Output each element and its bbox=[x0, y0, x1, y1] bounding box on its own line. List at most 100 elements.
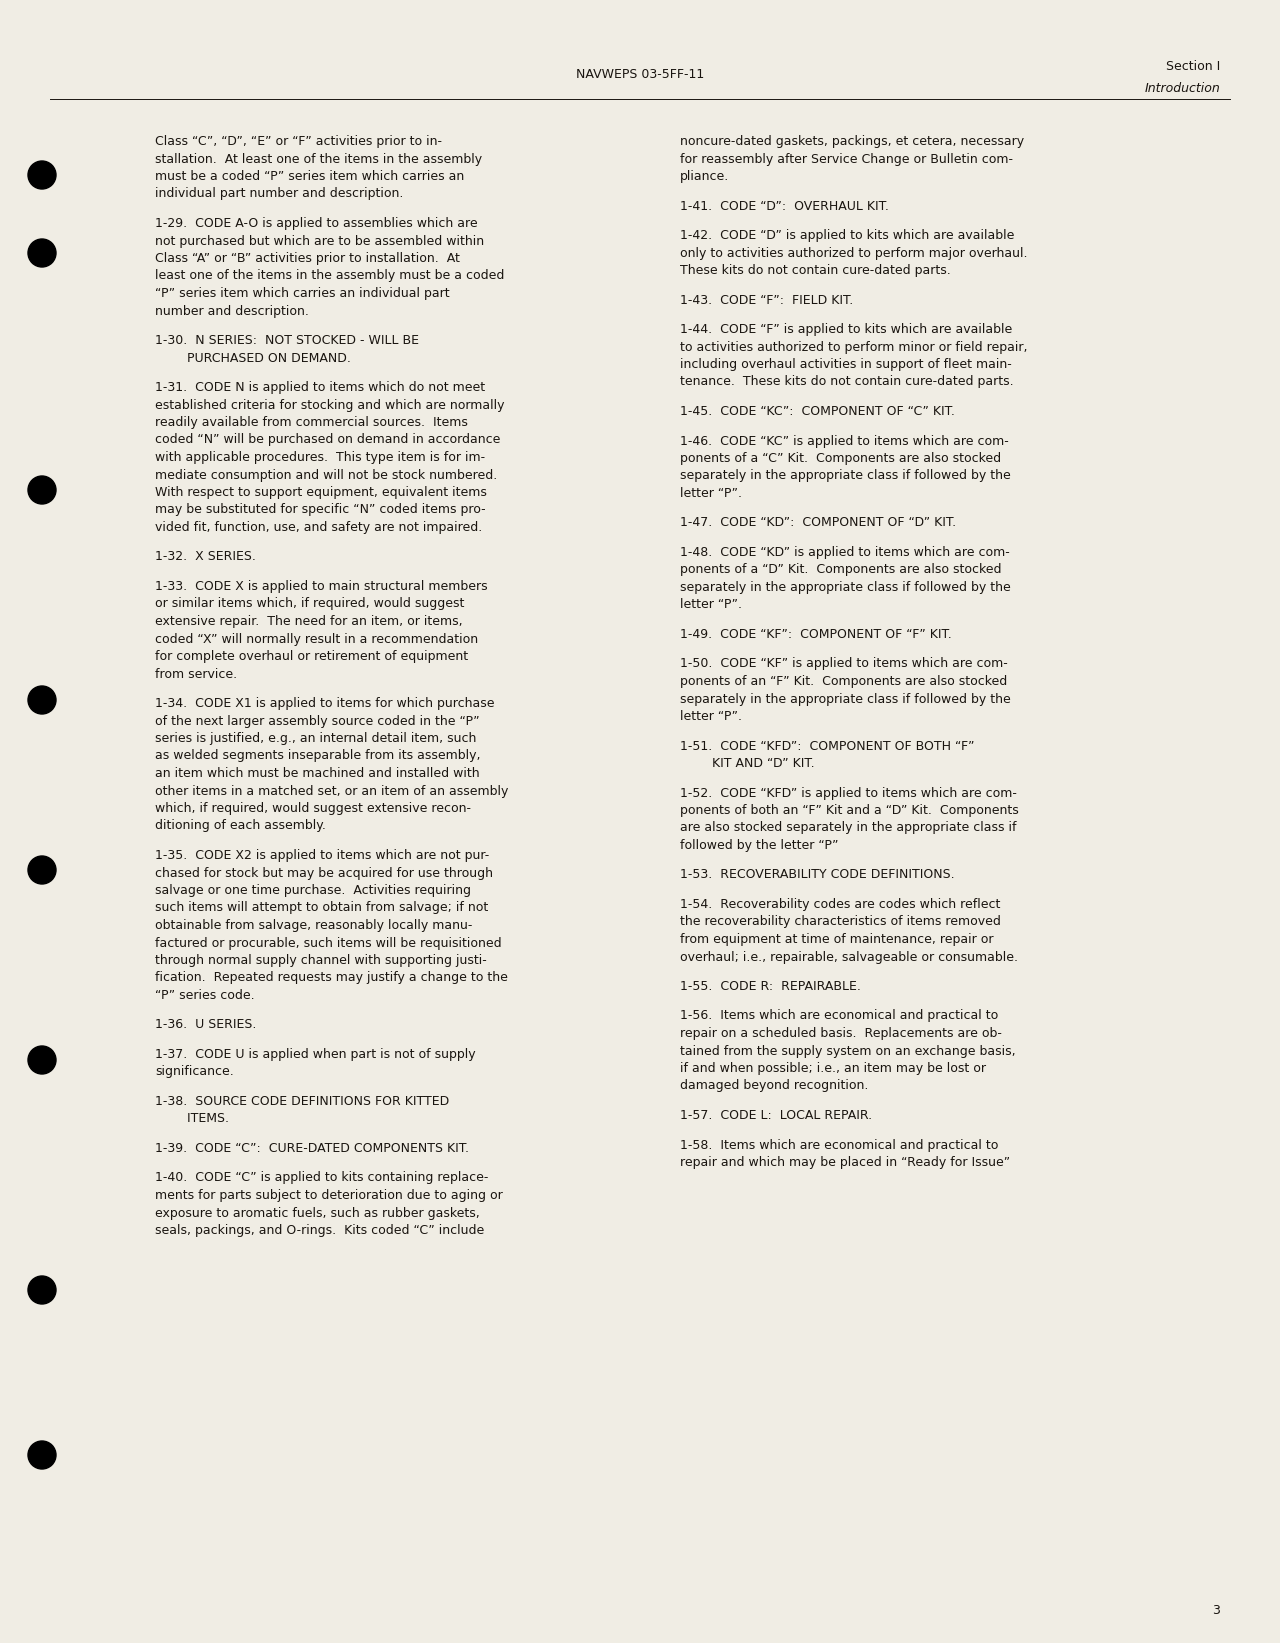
Text: which, if required, would suggest extensive recon-: which, if required, would suggest extens… bbox=[155, 802, 471, 815]
Text: such items will attempt to obtain from salvage; if not: such items will attempt to obtain from s… bbox=[155, 902, 488, 915]
Text: least one of the items in the assembly must be a coded: least one of the items in the assembly m… bbox=[155, 269, 504, 283]
Text: from equipment at time of maintenance, repair or: from equipment at time of maintenance, r… bbox=[680, 933, 993, 946]
Text: 1-47.  CODE “KD”:  COMPONENT OF “D” KIT.: 1-47. CODE “KD”: COMPONENT OF “D” KIT. bbox=[680, 516, 956, 529]
Text: separately in the appropriate class if followed by the: separately in the appropriate class if f… bbox=[680, 470, 1011, 483]
Text: 1-40.  CODE “C” is applied to kits containing replace-: 1-40. CODE “C” is applied to kits contai… bbox=[155, 1171, 489, 1185]
Text: with applicable procedures.  This type item is for im-: with applicable procedures. This type it… bbox=[155, 450, 485, 463]
Text: as welded segments inseparable from its assembly,: as welded segments inseparable from its … bbox=[155, 749, 480, 762]
Text: chased for stock but may be acquired for use through: chased for stock but may be acquired for… bbox=[155, 866, 493, 879]
Text: pliance.: pliance. bbox=[680, 169, 730, 182]
Text: 1-31.  CODE N is applied to items which do not meet: 1-31. CODE N is applied to items which d… bbox=[155, 381, 485, 394]
Circle shape bbox=[28, 476, 56, 504]
Text: ditioning of each assembly.: ditioning of each assembly. bbox=[155, 820, 326, 833]
Text: vided fit, function, use, and safety are not impaired.: vided fit, function, use, and safety are… bbox=[155, 521, 483, 534]
Text: repair on a scheduled basis.  Replacements are ob-: repair on a scheduled basis. Replacement… bbox=[680, 1027, 1002, 1040]
Text: established criteria for stocking and which are normally: established criteria for stocking and wh… bbox=[155, 399, 504, 411]
Text: from service.: from service. bbox=[155, 667, 237, 680]
Text: significance.: significance. bbox=[155, 1066, 234, 1078]
Text: 1-53.  RECOVERABILITY CODE DEFINITIONS.: 1-53. RECOVERABILITY CODE DEFINITIONS. bbox=[680, 869, 955, 882]
Circle shape bbox=[28, 1047, 56, 1075]
Text: followed by the letter “P”: followed by the letter “P” bbox=[680, 840, 838, 853]
Text: PURCHASED ON DEMAND.: PURCHASED ON DEMAND. bbox=[155, 352, 351, 365]
Text: to activities authorized to perform minor or field repair,: to activities authorized to perform mino… bbox=[680, 340, 1028, 353]
Circle shape bbox=[28, 1441, 56, 1469]
Text: through normal supply channel with supporting justi-: through normal supply channel with suppo… bbox=[155, 955, 486, 968]
Text: ponents of a “D” Kit.  Components are also stocked: ponents of a “D” Kit. Components are als… bbox=[680, 564, 1001, 577]
Text: 1-58.  Items which are economical and practical to: 1-58. Items which are economical and pra… bbox=[680, 1139, 998, 1152]
Text: seals, packings, and O-rings.  Kits coded “C” include: seals, packings, and O-rings. Kits coded… bbox=[155, 1224, 484, 1237]
Text: NAVWEPS 03-5FF-11: NAVWEPS 03-5FF-11 bbox=[576, 69, 704, 82]
Text: 3: 3 bbox=[1212, 1604, 1220, 1617]
Text: ITEMS.: ITEMS. bbox=[155, 1112, 229, 1125]
Text: individual part number and description.: individual part number and description. bbox=[155, 187, 403, 200]
Text: 1-33.  CODE X is applied to main structural members: 1-33. CODE X is applied to main structur… bbox=[155, 580, 488, 593]
Text: coded “N” will be purchased on demand in accordance: coded “N” will be purchased on demand in… bbox=[155, 434, 500, 447]
Text: ments for parts subject to deterioration due to aging or: ments for parts subject to deterioration… bbox=[155, 1190, 503, 1203]
Text: 1-46.  CODE “KC” is applied to items which are com-: 1-46. CODE “KC” is applied to items whic… bbox=[680, 434, 1009, 447]
Text: factured or procurable, such items will be requisitioned: factured or procurable, such items will … bbox=[155, 937, 502, 950]
Text: mediate consumption and will not be stock numbered.: mediate consumption and will not be stoc… bbox=[155, 468, 497, 481]
Text: tenance.  These kits do not contain cure-dated parts.: tenance. These kits do not contain cure-… bbox=[680, 376, 1014, 388]
Text: must be a coded “P” series item which carries an: must be a coded “P” series item which ca… bbox=[155, 169, 465, 182]
Text: ponents of a “C” Kit.  Components are also stocked: ponents of a “C” Kit. Components are als… bbox=[680, 452, 1001, 465]
Text: Introduction: Introduction bbox=[1144, 82, 1220, 95]
Text: coded “X” will normally result in a recommendation: coded “X” will normally result in a reco… bbox=[155, 633, 479, 646]
Text: 1-35.  CODE X2 is applied to items which are not pur-: 1-35. CODE X2 is applied to items which … bbox=[155, 849, 489, 863]
Text: separately in the appropriate class if followed by the: separately in the appropriate class if f… bbox=[680, 692, 1011, 705]
Circle shape bbox=[28, 1277, 56, 1305]
Text: With respect to support equipment, equivalent items: With respect to support equipment, equiv… bbox=[155, 486, 486, 499]
Text: ponents of both an “F” Kit and a “D” Kit.  Components: ponents of both an “F” Kit and a “D” Kit… bbox=[680, 803, 1019, 817]
Circle shape bbox=[28, 687, 56, 715]
Text: number and description.: number and description. bbox=[155, 304, 308, 317]
Circle shape bbox=[28, 238, 56, 268]
Text: of the next larger assembly source coded in the “P”: of the next larger assembly source coded… bbox=[155, 715, 480, 728]
Text: 1-52.  CODE “KFD” is applied to items which are com-: 1-52. CODE “KFD” is applied to items whi… bbox=[680, 787, 1016, 800]
Text: overhaul; i.e., repairable, salvageable or consumable.: overhaul; i.e., repairable, salvageable … bbox=[680, 951, 1018, 963]
Text: the recoverability characteristics of items removed: the recoverability characteristics of it… bbox=[680, 915, 1001, 928]
Text: 1-37.  CODE U is applied when part is not of supply: 1-37. CODE U is applied when part is not… bbox=[155, 1048, 476, 1061]
Text: 1-49.  CODE “KF”:  COMPONENT OF “F” KIT.: 1-49. CODE “KF”: COMPONENT OF “F” KIT. bbox=[680, 628, 952, 641]
Text: for reassembly after Service Change or Bulletin com-: for reassembly after Service Change or B… bbox=[680, 153, 1012, 166]
Text: salvage or one time purchase.  Activities requiring: salvage or one time purchase. Activities… bbox=[155, 884, 471, 897]
Text: stallation.  At least one of the items in the assembly: stallation. At least one of the items in… bbox=[155, 153, 483, 166]
Text: 1-43.  CODE “F”:  FIELD KIT.: 1-43. CODE “F”: FIELD KIT. bbox=[680, 294, 854, 307]
Text: 1-48.  CODE “KD” is applied to items which are com-: 1-48. CODE “KD” is applied to items whic… bbox=[680, 545, 1010, 559]
Text: damaged beyond recognition.: damaged beyond recognition. bbox=[680, 1079, 868, 1093]
Text: 1-54.  Recoverability codes are codes which reflect: 1-54. Recoverability codes are codes whi… bbox=[680, 899, 1001, 910]
Text: Class “A” or “B” activities prior to installation.  At: Class “A” or “B” activities prior to ins… bbox=[155, 251, 460, 265]
Text: 1-42.  CODE “D” is applied to kits which are available: 1-42. CODE “D” is applied to kits which … bbox=[680, 228, 1014, 242]
Text: repair and which may be placed in “Ready for Issue”: repair and which may be placed in “Ready… bbox=[680, 1157, 1010, 1170]
Text: 1-57.  CODE L:  LOCAL REPAIR.: 1-57. CODE L: LOCAL REPAIR. bbox=[680, 1109, 872, 1122]
Text: 1-41.  CODE “D”:  OVERHAUL KIT.: 1-41. CODE “D”: OVERHAUL KIT. bbox=[680, 199, 888, 212]
Text: fication.  Repeated requests may justify a change to the: fication. Repeated requests may justify … bbox=[155, 971, 508, 984]
Text: letter “P”.: letter “P”. bbox=[680, 598, 742, 611]
Text: letter “P”.: letter “P”. bbox=[680, 710, 742, 723]
Text: 1-45.  CODE “KC”:  COMPONENT OF “C” KIT.: 1-45. CODE “KC”: COMPONENT OF “C” KIT. bbox=[680, 406, 955, 417]
Text: including overhaul activities in support of fleet main-: including overhaul activities in support… bbox=[680, 358, 1011, 371]
Text: are also stocked separately in the appropriate class if: are also stocked separately in the appro… bbox=[680, 822, 1016, 835]
Text: exposure to aromatic fuels, such as rubber gaskets,: exposure to aromatic fuels, such as rubb… bbox=[155, 1206, 480, 1219]
Text: other items in a matched set, or an item of an assembly: other items in a matched set, or an item… bbox=[155, 784, 508, 797]
Circle shape bbox=[28, 856, 56, 884]
Text: separately in the appropriate class if followed by the: separately in the appropriate class if f… bbox=[680, 582, 1011, 595]
Text: 1-32.  X SERIES.: 1-32. X SERIES. bbox=[155, 550, 256, 564]
Text: “P” series code.: “P” series code. bbox=[155, 989, 255, 1002]
Text: obtainable from salvage, reasonably locally manu-: obtainable from salvage, reasonably loca… bbox=[155, 918, 472, 932]
Text: series is justified, e.g., an internal detail item, such: series is justified, e.g., an internal d… bbox=[155, 733, 476, 744]
Text: 1-55.  CODE R:  REPAIRABLE.: 1-55. CODE R: REPAIRABLE. bbox=[680, 979, 861, 992]
Text: tained from the supply system on an exchange basis,: tained from the supply system on an exch… bbox=[680, 1045, 1015, 1058]
Text: 1-29.  CODE A-O is applied to assemblies which are: 1-29. CODE A-O is applied to assemblies … bbox=[155, 217, 477, 230]
Text: not purchased but which are to be assembled within: not purchased but which are to be assemb… bbox=[155, 235, 484, 248]
Text: ponents of an “F” Kit.  Components are also stocked: ponents of an “F” Kit. Components are al… bbox=[680, 675, 1007, 688]
Text: if and when possible; i.e., an item may be lost or: if and when possible; i.e., an item may … bbox=[680, 1061, 986, 1075]
Text: for complete overhaul or retirement of equipment: for complete overhaul or retirement of e… bbox=[155, 651, 468, 664]
Text: extensive repair.  The need for an item, or items,: extensive repair. The need for an item, … bbox=[155, 614, 462, 628]
Text: or similar items which, if required, would suggest: or similar items which, if required, wou… bbox=[155, 598, 465, 611]
Text: 1-44.  CODE “F” is applied to kits which are available: 1-44. CODE “F” is applied to kits which … bbox=[680, 324, 1012, 337]
Text: KIT AND “D” KIT.: KIT AND “D” KIT. bbox=[680, 757, 814, 771]
Circle shape bbox=[28, 161, 56, 189]
Text: noncure-dated gaskets, packings, et cetera, necessary: noncure-dated gaskets, packings, et cete… bbox=[680, 135, 1024, 148]
Text: only to activities authorized to perform major overhaul.: only to activities authorized to perform… bbox=[680, 246, 1028, 260]
Text: may be substituted for specific “N” coded items pro-: may be substituted for specific “N” code… bbox=[155, 503, 485, 516]
Text: 1-39.  CODE “C”:  CURE-DATED COMPONENTS KIT.: 1-39. CODE “C”: CURE-DATED COMPONENTS KI… bbox=[155, 1142, 468, 1155]
